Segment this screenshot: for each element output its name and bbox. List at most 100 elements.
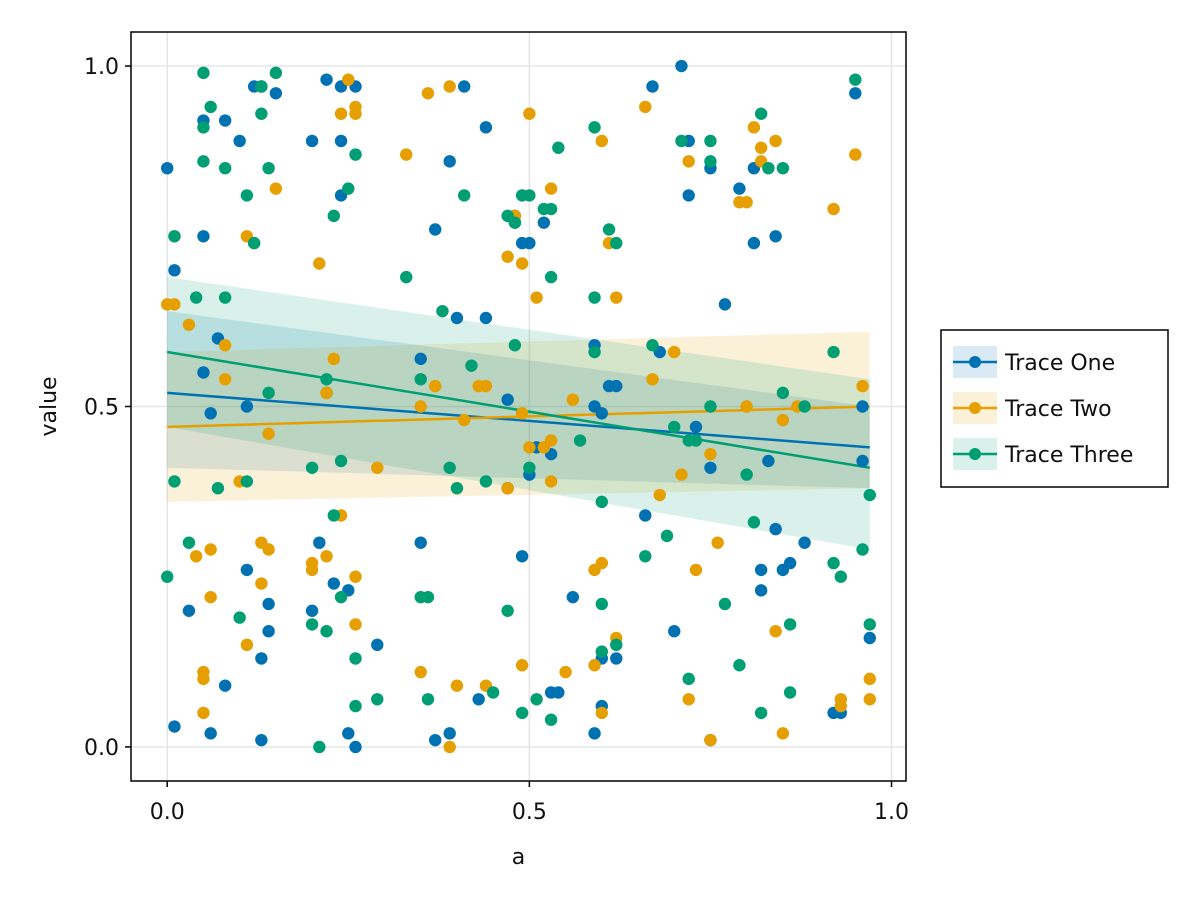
data-point: [610, 638, 623, 652]
data-point: [718, 298, 732, 311]
data-point: [740, 400, 753, 413]
data-point: [776, 386, 790, 400]
data-point: [798, 400, 811, 413]
data-point: [776, 413, 790, 427]
data-point: [305, 604, 319, 617]
data-point: [783, 686, 797, 699]
data-point: [675, 134, 688, 148]
data-point: [320, 386, 333, 400]
data-point: [515, 407, 529, 420]
data-point: [544, 270, 558, 284]
data-point: [501, 250, 514, 263]
data-point: [537, 216, 551, 229]
data-point: [443, 155, 456, 168]
data-point: [262, 427, 275, 440]
legend-marker: [969, 448, 981, 460]
data-point: [204, 100, 217, 114]
y-tick-label: 0.0: [84, 736, 119, 761]
data-point: [827, 556, 840, 570]
data-point: [479, 379, 493, 393]
data-point: [342, 73, 355, 86]
data-point: [754, 563, 768, 577]
data-point: [450, 311, 464, 325]
data-point: [349, 618, 362, 631]
data-point: [334, 454, 348, 468]
data-point: [161, 161, 174, 175]
data-point: [168, 264, 181, 277]
data-point: [443, 727, 456, 740]
data-point: [834, 699, 848, 713]
data-point: [197, 706, 210, 720]
data-point: [414, 352, 427, 366]
data-point: [754, 706, 768, 720]
data-point: [668, 625, 681, 638]
data-point: [646, 80, 659, 93]
data-point: [595, 597, 608, 611]
data-point: [747, 236, 761, 250]
data-point: [320, 625, 333, 638]
data-point: [689, 420, 703, 434]
data-point: [515, 257, 529, 270]
data-point: [305, 618, 319, 631]
data-point: [182, 604, 196, 617]
data-point: [863, 618, 876, 631]
data-point: [863, 488, 876, 502]
data-point: [436, 304, 449, 318]
data-point: [204, 407, 217, 420]
data-point: [595, 495, 608, 509]
data-point: [479, 475, 493, 488]
data-point: [262, 161, 275, 175]
data-point: [588, 345, 601, 359]
data-point: [588, 121, 601, 134]
data-point: [501, 604, 514, 617]
data-point: [342, 182, 355, 195]
data-point: [762, 454, 775, 468]
data-point: [414, 665, 427, 679]
data-point: [776, 727, 790, 740]
data-point: [863, 693, 876, 706]
data-point: [240, 563, 254, 577]
data-point: [371, 638, 384, 652]
data-point: [218, 291, 232, 304]
data-point: [255, 107, 268, 120]
data-point: [197, 121, 210, 134]
data-point: [313, 257, 326, 270]
data-point: [610, 236, 623, 250]
data-point: [197, 366, 210, 379]
data-point: [168, 475, 181, 488]
data-point: [515, 550, 529, 563]
data-point: [182, 318, 196, 331]
data-point: [305, 134, 319, 148]
data-point: [544, 434, 558, 447]
data-point: [255, 652, 268, 665]
data-point: [429, 223, 442, 236]
data-point: [457, 80, 471, 93]
data-point: [834, 570, 848, 583]
data-point: [646, 373, 659, 386]
trend-line: [167, 391, 870, 449]
legend-marker: [969, 356, 981, 368]
data-point: [349, 699, 362, 713]
data-point: [472, 693, 485, 706]
data-point: [610, 291, 623, 304]
data-point: [508, 216, 522, 229]
data-point: [313, 536, 326, 549]
data-point: [204, 590, 217, 604]
data-point: [168, 720, 181, 733]
data-point: [450, 679, 464, 692]
data-point: [501, 393, 514, 406]
data-point: [218, 679, 232, 692]
data-point: [349, 148, 362, 161]
data-point: [523, 189, 536, 202]
data-point: [197, 66, 210, 80]
data-point: [523, 236, 536, 250]
data-points: [161, 59, 876, 754]
data-point: [747, 121, 761, 134]
data-point: [588, 659, 601, 672]
data-point: [429, 379, 442, 393]
data-point: [421, 590, 435, 604]
data-point: [443, 740, 456, 754]
data-point: [776, 161, 790, 175]
data-point: [218, 161, 232, 175]
data-point: [320, 373, 333, 386]
